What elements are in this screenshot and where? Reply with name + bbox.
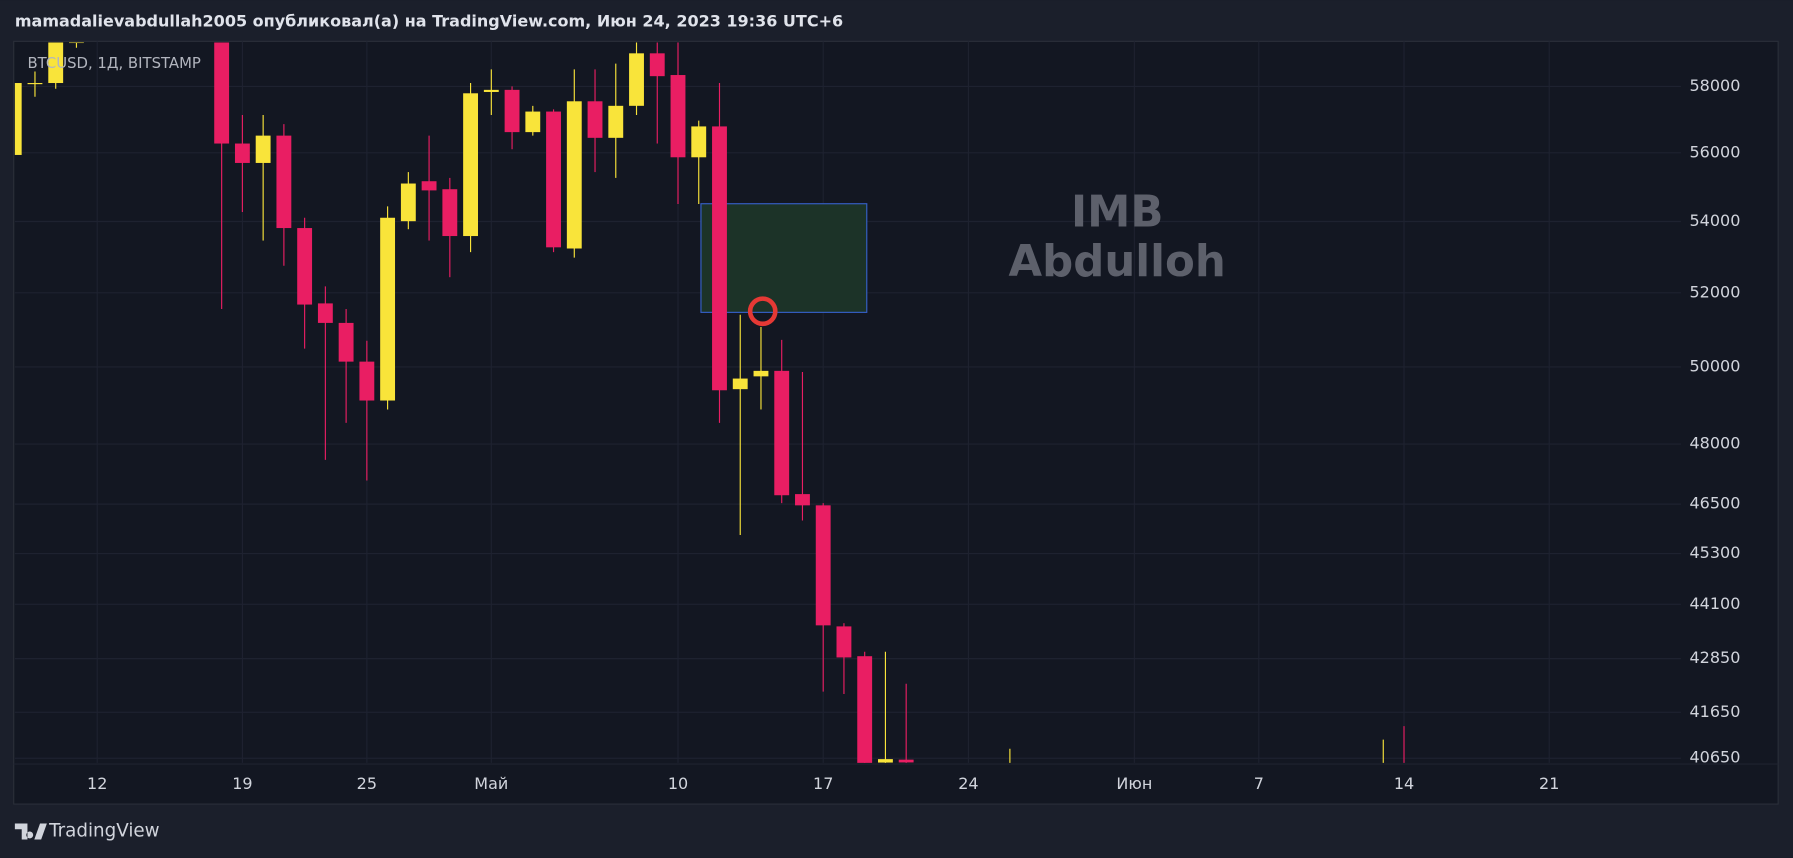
x-tick-label: 12 (87, 774, 107, 793)
y-tick-label: 52000 (1689, 282, 1740, 301)
candle-body (463, 93, 479, 237)
highlight-circle (747, 296, 778, 327)
candle-body (48, 42, 64, 84)
candle-body (317, 303, 333, 323)
x-tick-label: 14 (1394, 774, 1414, 793)
y-tick-label: 40650 (1689, 748, 1740, 767)
header-text: mamadalievabdullah2005 опубликовал(а) на… (15, 11, 843, 30)
candle-body (338, 322, 354, 362)
y-tick-label: 45300 (1689, 543, 1740, 562)
brand: TradingView (14, 821, 160, 842)
candle-body (359, 361, 375, 401)
candle-body (649, 53, 665, 77)
candle-body (877, 759, 893, 763)
candle-body (276, 135, 292, 229)
candle-body (234, 143, 250, 163)
x-tick-label: 21 (1539, 774, 1559, 793)
candle-body (774, 370, 790, 496)
candle-body (629, 53, 644, 106)
candle-body (712, 126, 727, 391)
y-tick-label: 48000 (1689, 434, 1740, 453)
candle-body (815, 505, 831, 626)
x-tick-label: 10 (668, 774, 688, 793)
symbol-label: BTCUSD, 1Д, BITSTAMP (27, 54, 200, 72)
watermark: IMB Abdulloh (1009, 188, 1226, 287)
imbalance-zone (700, 203, 868, 313)
candle-body (14, 83, 22, 155)
watermark-line: Abdulloh (1009, 237, 1226, 287)
candle-body (525, 111, 541, 133)
y-tick-label: 41650 (1689, 702, 1740, 721)
x-tick-label: 17 (813, 774, 833, 793)
x-tick-label: 7 (1254, 774, 1264, 793)
candle-body (504, 89, 520, 133)
chart-panel (13, 40, 1779, 805)
y-tick-label: 58000 (1689, 76, 1740, 95)
y-tick-label: 44100 (1689, 594, 1740, 613)
candle-body (753, 370, 769, 377)
x-tick-label: 19 (232, 774, 252, 793)
candle-body (69, 42, 84, 44)
x-tick-label: 24 (958, 774, 978, 793)
y-tick-label: 46500 (1689, 494, 1740, 513)
candle-body (400, 183, 416, 222)
candle-body (566, 101, 582, 249)
candle-body (691, 126, 707, 158)
axes: 40650 41650 42850 44100 45300 46500 48000 50000… (87, 76, 1740, 793)
candle-body (836, 626, 852, 658)
candle-body (255, 135, 271, 163)
candle-body (546, 111, 561, 248)
candle-body (421, 181, 437, 191)
candle-body (670, 75, 686, 158)
y-tick-label: 42850 (1689, 648, 1740, 667)
x-tick-label: 25 (357, 774, 377, 793)
candle-body (857, 656, 873, 763)
y-tick-label: 54000 (1689, 211, 1740, 230)
candle-body (27, 83, 43, 85)
candles (14, 42, 1405, 763)
candle-body (732, 378, 748, 390)
candle-body (608, 105, 624, 138)
candle-body (587, 101, 603, 138)
x-tick-label: Июн (1116, 774, 1152, 793)
candle-body (297, 228, 313, 305)
y-tick-label: 56000 (1689, 142, 1740, 161)
watermark-line: IMB (1071, 188, 1164, 238)
candle-body (483, 89, 499, 92)
candle-body (380, 217, 396, 401)
x-tick-label: Май (474, 774, 508, 793)
brand-name: TradingView (48, 821, 160, 842)
y-tick-label: 50000 (1689, 356, 1740, 375)
candle-body (898, 759, 914, 763)
candle-body (795, 494, 810, 506)
candle-body (214, 42, 230, 144)
brand-logo (14, 823, 47, 840)
candle-body (442, 189, 458, 237)
